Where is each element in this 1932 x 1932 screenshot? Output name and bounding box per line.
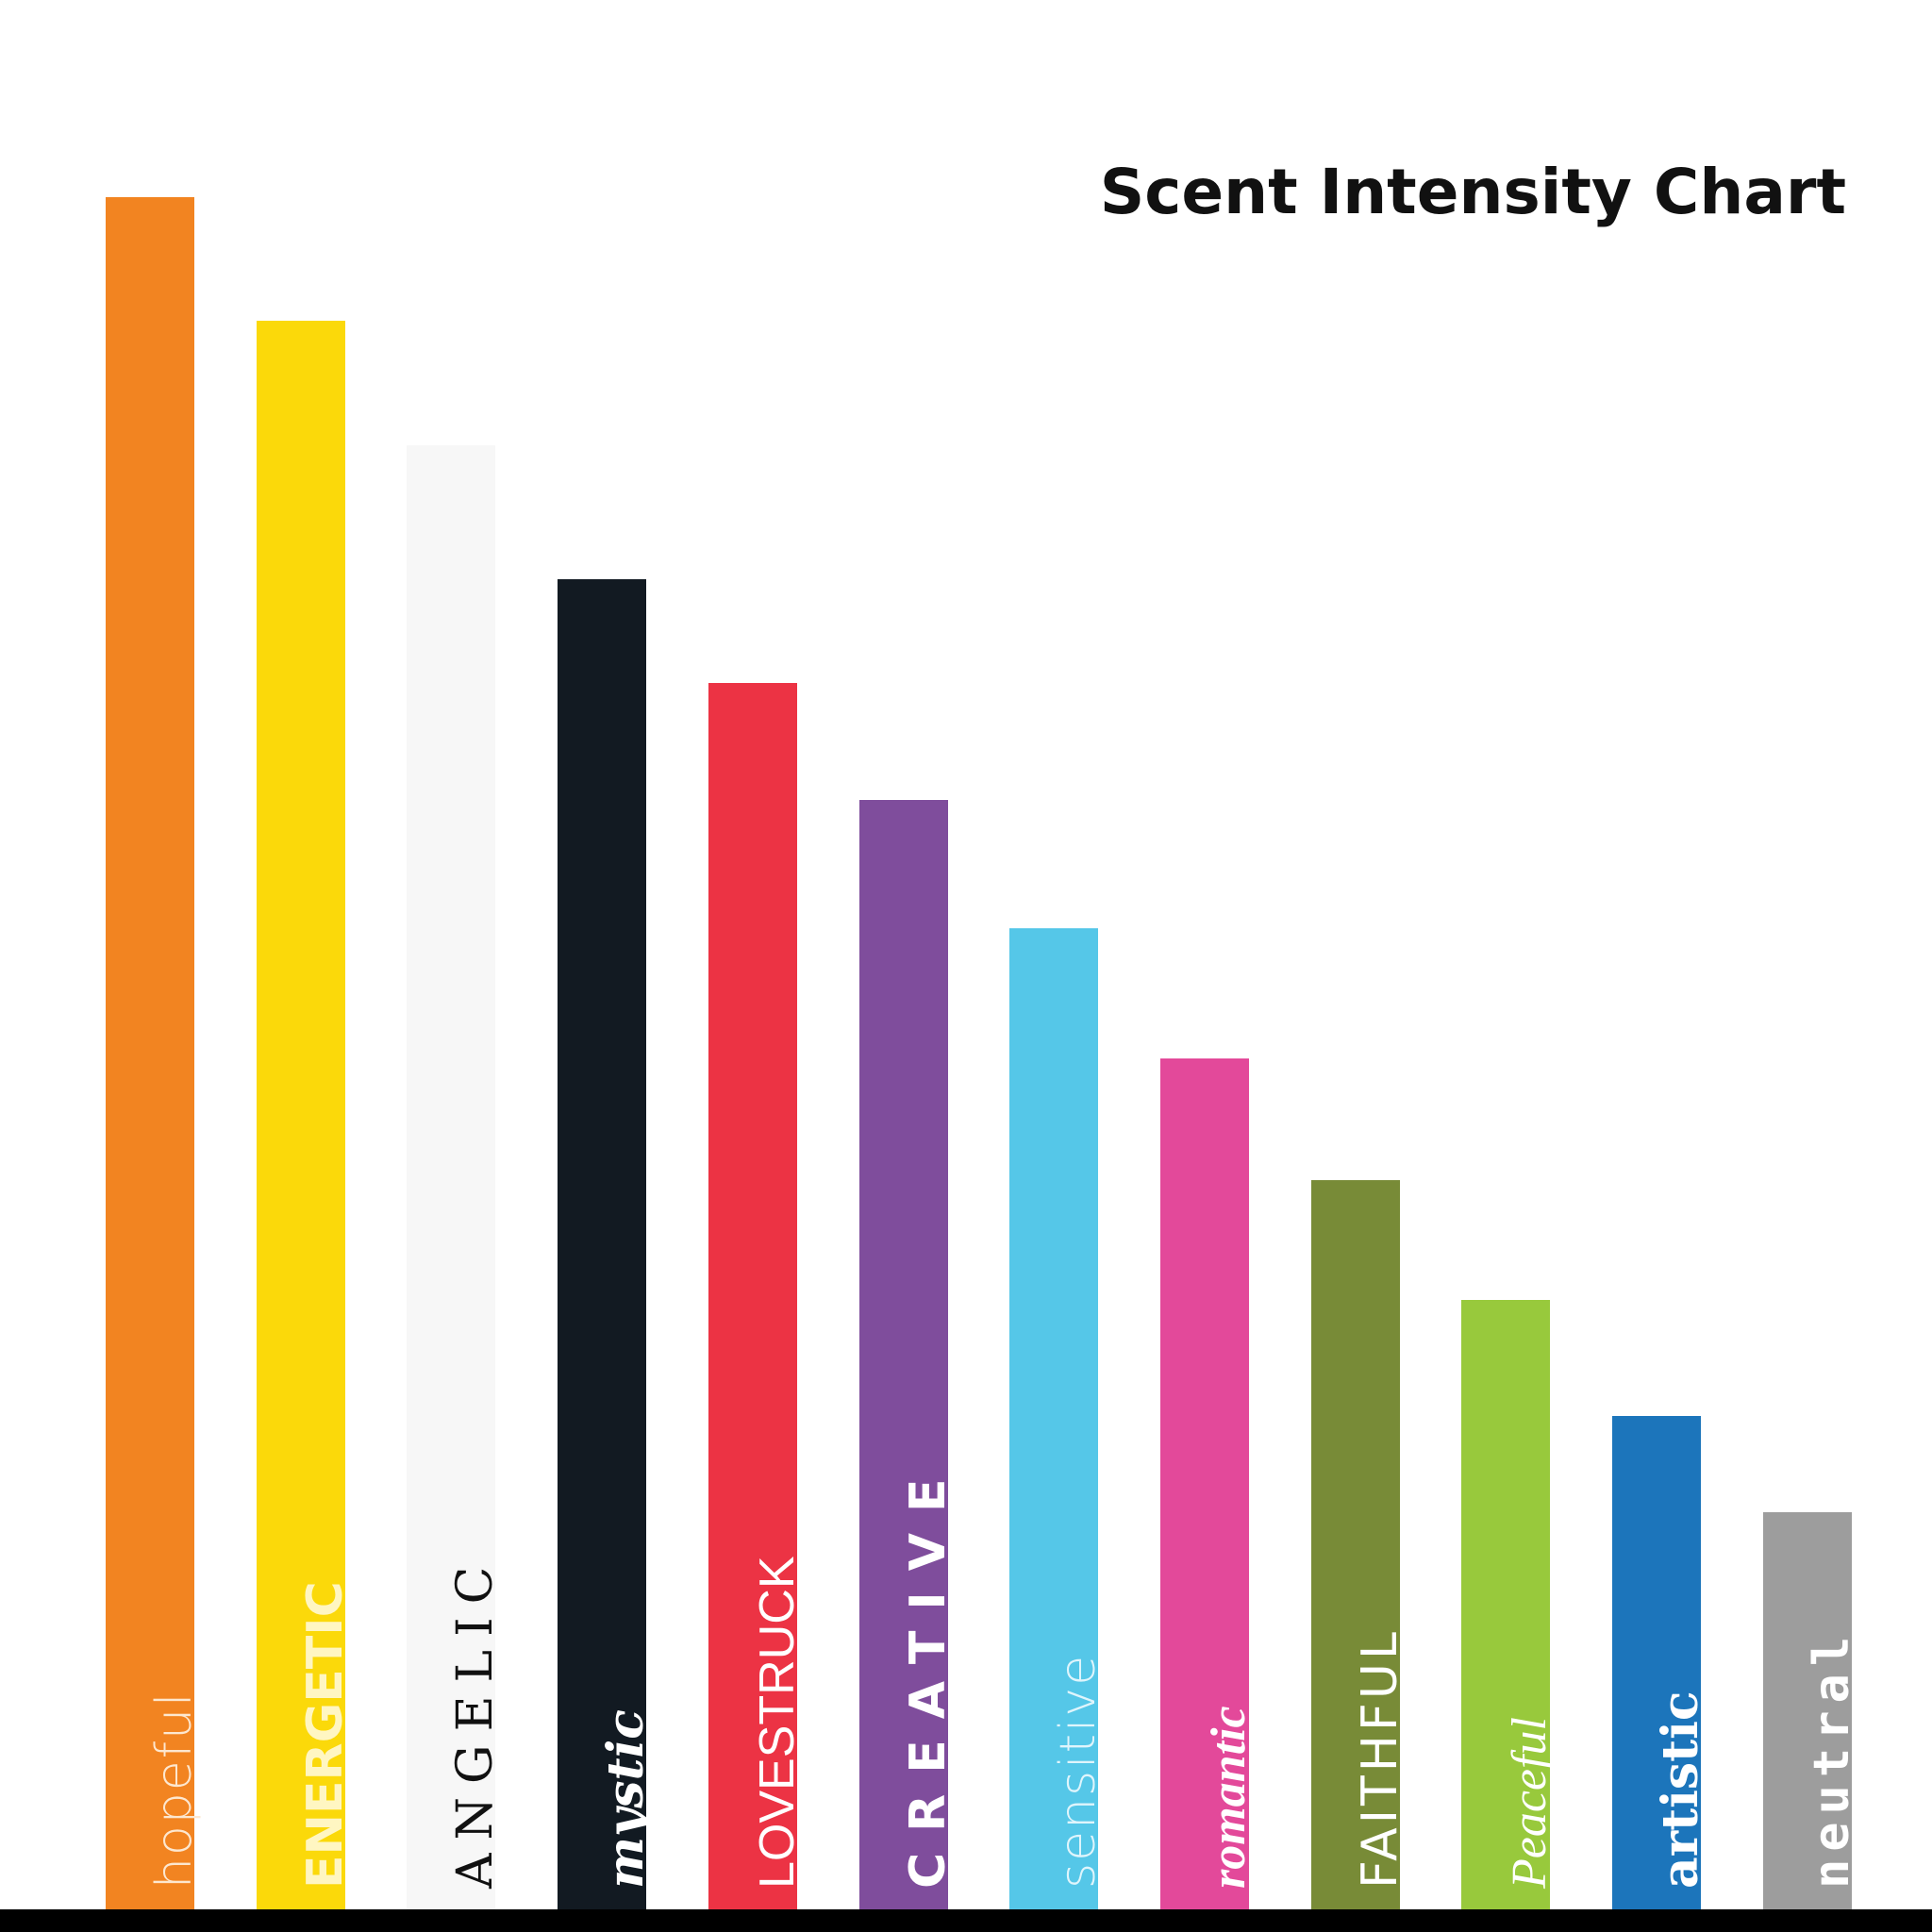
bar-faithful: FAITHFUL (1310, 1179, 1408, 1909)
baseline-axis (0, 1909, 1932, 1932)
bar-romantic: romantic (1159, 1058, 1256, 1909)
bar-neutral: neutral (1762, 1511, 1860, 1909)
bar-artistic: artistic (1612, 1416, 1709, 1909)
bar-lovestruck: LOVESTRUCK (708, 683, 805, 1909)
bar-angelic: ANGELIC (407, 445, 504, 1909)
bar-creative: CREATIVE (858, 799, 957, 1909)
bar-mystic: mystic (558, 578, 655, 1909)
bar-peaceful: Peaceful (1461, 1299, 1557, 1909)
bar-sensitive: sensitive (1009, 928, 1107, 1909)
bar-hopeful: hopeful (106, 197, 203, 1909)
bar-energetic: ENERGETIC (256, 320, 354, 1909)
chart-title: Scent Intensity Chart (1099, 156, 1846, 228)
